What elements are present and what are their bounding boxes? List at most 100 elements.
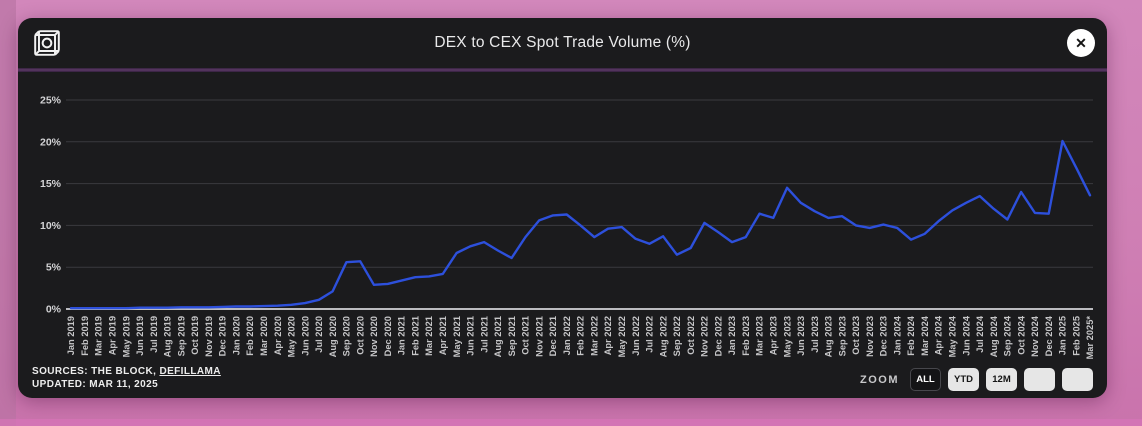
x-axis-label: Jun 2023 — [796, 316, 806, 356]
x-axis-label: Oct 2021 — [521, 316, 531, 355]
x-axis-label: Mar 2022 — [589, 316, 599, 356]
x-axis-label: Oct 2020 — [355, 316, 365, 355]
x-axis-label: Apr 2022 — [603, 316, 613, 355]
x-axis-label: Jan 2023 — [727, 316, 737, 355]
x-axis-label: Feb 2025 — [1071, 316, 1081, 356]
x-axis-label: Apr 2020 — [273, 316, 283, 355]
x-axis-label: Sep 2024 — [1003, 315, 1013, 356]
x-axis-label: Dec 2024 — [1044, 315, 1054, 356]
chart-widget-card: DEX to CEX Spot Trade Volume (%) ✕ 0% 5% 1… — [18, 18, 1107, 398]
x-axis-label: Jul 2019 — [149, 316, 159, 353]
x-axis-label: Feb 2022 — [576, 316, 586, 356]
close-button[interactable]: ✕ — [1067, 29, 1095, 57]
x-axis-label: Dec 2023 — [879, 316, 889, 356]
zoom-label: ZOOM — [860, 373, 899, 386]
x-axis-label: Oct 2022 — [686, 316, 696, 355]
x-axis-label: Oct 2023 — [851, 316, 861, 355]
x-axis-label: Aug 2020 — [328, 316, 338, 357]
zoom-button-4-button[interactable] — [1024, 368, 1055, 391]
x-axis-label: Jul 2022 — [645, 316, 655, 353]
x-axis-label: Jan 2021 — [397, 316, 407, 355]
x-axis-label: Nov 2020 — [369, 316, 379, 357]
dex-cex-volume-line — [69, 139, 1092, 310]
x-axis-label: Mar 2021 — [424, 316, 434, 356]
x-axis-label: Jan 2019 — [66, 316, 76, 355]
x-axis-label: May 2022 — [617, 316, 627, 357]
x-axis-label: Jul 2020 — [314, 316, 324, 353]
x-axis-label: Apr 2024 — [934, 315, 944, 355]
x-axis-label: Sep 2020 — [342, 316, 352, 356]
x-axis-label: Aug 2019 — [163, 316, 173, 357]
x-axis-label: Jan 2022 — [562, 316, 572, 355]
sources-text: SOURCES: THE BLOCK, — [32, 366, 160, 377]
x-axis-label: Feb 2020 — [245, 316, 255, 356]
x-axis-label: Mar 2025* — [1085, 316, 1095, 360]
x-axis-label: May 2024 — [947, 315, 957, 357]
y-axis-label: 0% — [46, 304, 62, 316]
y-axis-label: 15% — [40, 178, 62, 190]
x-axis-label: Aug 2021 — [493, 316, 503, 357]
x-axis-label: May 2023 — [782, 316, 792, 357]
x-axis-label: May 2020 — [287, 316, 297, 357]
x-axis-label: Jun 2019 — [135, 316, 145, 356]
y-axis-label: 20% — [40, 136, 62, 148]
zoom-ytd-button[interactable]: YTD — [948, 368, 979, 391]
x-axis-label: Aug 2022 — [658, 316, 668, 357]
x-axis-label: Mar 2024 — [920, 315, 930, 356]
x-axis-label: Jan 2024 — [892, 315, 902, 355]
x-axis-label: Mar 2023 — [755, 316, 765, 356]
x-axis-label: Dec 2020 — [383, 316, 393, 356]
the-block-logo-icon — [34, 30, 60, 56]
x-axis-label: Oct 2024 — [1016, 315, 1026, 355]
updated-text: UPDATED: MAR 11, 2025 — [32, 379, 159, 390]
x-axis-label: Apr 2023 — [768, 316, 778, 355]
defillama-link[interactable]: DEFILLAMA — [159, 366, 221, 377]
close-icon: ✕ — [1075, 34, 1087, 51]
x-axis-label: Feb 2024 — [906, 315, 916, 356]
purple-divider — [18, 68, 1107, 72]
zoom-12m-button[interactable]: 12M — [986, 368, 1017, 391]
x-axis-label: Nov 2022 — [700, 316, 710, 357]
page-title: DEX to CEX Spot Trade Volume (%) — [434, 34, 691, 51]
zoom-button-5-button[interactable] — [1062, 368, 1093, 391]
zoom-all-button[interactable]: ALL — [910, 368, 941, 391]
x-axis-label: Dec 2021 — [548, 316, 558, 356]
x-axis-label: Mar 2019 — [94, 316, 104, 356]
x-axis-label: Jul 2023 — [810, 316, 820, 353]
x-axis-label: Jun 2024 — [961, 315, 971, 356]
x-axis-label: Apr 2019 — [108, 316, 118, 355]
x-axis-label: Feb 2023 — [741, 316, 751, 356]
x-axis-label: Sep 2021 — [507, 316, 517, 356]
x-axis-label: Nov 2023 — [865, 316, 875, 357]
zoom-controls: ZOOM ALL YTD 12M — [860, 368, 1093, 391]
x-axis-label: May 2021 — [452, 316, 462, 357]
x-axis-label: Feb 2019 — [80, 316, 90, 356]
x-axis-label: Feb 2021 — [410, 316, 420, 356]
sources-block: SOURCES: THE BLOCK, DEFILLAMA UPDATED: M… — [32, 365, 221, 391]
widget-footer: SOURCES: THE BLOCK, DEFILLAMA UPDATED: M… — [32, 365, 1093, 391]
x-axis-label: Apr 2021 — [438, 316, 448, 355]
x-axis-label: Dec 2022 — [713, 316, 723, 356]
sources-line: SOURCES: THE BLOCK, DEFILLAMA — [32, 365, 221, 378]
x-axis-label: Oct 2019 — [190, 316, 200, 355]
x-axis-label: Jan 2025 — [1058, 316, 1068, 355]
x-axis-label: Jul 2024 — [975, 315, 985, 353]
x-axis-label: Jun 2022 — [631, 316, 641, 356]
x-axis-label: May 2019 — [121, 316, 131, 357]
x-axis-label: Sep 2019 — [176, 316, 186, 356]
y-axis-label: 10% — [40, 220, 62, 232]
x-axis-label: Mar 2020 — [259, 316, 269, 356]
y-axis-label: 5% — [46, 262, 62, 274]
x-axis-label: Aug 2023 — [824, 316, 834, 357]
trade-volume-chart: 0% 5% 10% 15% 20% 25% Jan 2019 Feb 2019 Mar 2019… — [40, 95, 1095, 360]
x-axis-label: Nov 2024 — [1030, 315, 1040, 357]
y-axis-label: 25% — [40, 95, 62, 107]
x-axis-label: Nov 2019 — [204, 316, 214, 357]
x-axis-label: Dec 2019 — [218, 316, 228, 356]
x-axis-label: Nov 2021 — [534, 316, 544, 357]
x-axis-label: Jan 2020 — [231, 316, 241, 355]
widget-header: DEX to CEX Spot Trade Volume (%) ✕ — [18, 18, 1107, 66]
x-axis-label: Jun 2021 — [466, 316, 476, 356]
x-axis-label: Jun 2020 — [300, 316, 310, 356]
x-axis-label: Sep 2023 — [837, 316, 847, 356]
